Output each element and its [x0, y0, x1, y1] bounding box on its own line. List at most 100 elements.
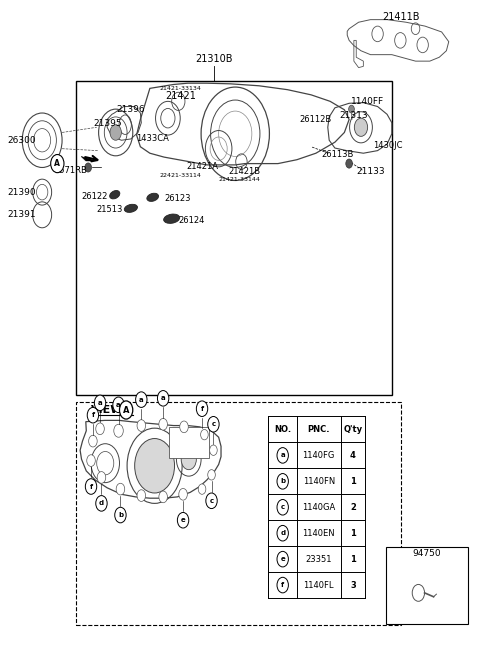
Text: 21421A: 21421A [186, 162, 218, 171]
Circle shape [96, 423, 104, 435]
Text: 1: 1 [350, 528, 356, 538]
Text: e: e [180, 517, 185, 523]
Circle shape [137, 420, 145, 432]
Text: 1140FF: 1140FF [350, 97, 384, 106]
Circle shape [135, 439, 175, 493]
Text: b: b [118, 512, 123, 518]
Circle shape [346, 159, 352, 168]
Text: A: A [54, 159, 60, 168]
Text: a: a [280, 453, 285, 458]
Circle shape [179, 489, 187, 500]
Text: f: f [201, 405, 204, 412]
Text: 21421: 21421 [165, 91, 196, 101]
Polygon shape [81, 156, 97, 161]
Text: a: a [139, 396, 144, 403]
Ellipse shape [147, 193, 158, 201]
Text: 21421-33144: 21421-33144 [218, 177, 261, 182]
Circle shape [120, 401, 133, 419]
Text: 1140FL: 1140FL [303, 581, 334, 589]
Text: 1140FN: 1140FN [302, 477, 335, 486]
Text: 26122: 26122 [82, 192, 108, 201]
Circle shape [277, 447, 288, 463]
Circle shape [277, 525, 288, 541]
Circle shape [113, 397, 124, 413]
Circle shape [354, 118, 368, 136]
Text: 23351: 23351 [305, 555, 332, 564]
Text: 21421B: 21421B [228, 167, 261, 176]
Circle shape [85, 163, 92, 172]
Text: 2: 2 [350, 503, 356, 512]
Circle shape [180, 421, 188, 433]
Text: 94750: 94750 [413, 549, 441, 559]
Circle shape [201, 430, 208, 440]
Text: b: b [280, 478, 285, 485]
Text: A: A [123, 405, 130, 415]
Text: 26113B: 26113B [322, 150, 354, 159]
Text: f: f [91, 412, 95, 418]
Text: a: a [116, 402, 121, 408]
Text: c: c [209, 498, 214, 504]
Ellipse shape [124, 204, 137, 213]
Text: 21313: 21313 [339, 111, 368, 120]
Text: 21421-33134: 21421-33134 [160, 86, 202, 91]
Circle shape [208, 417, 219, 432]
Text: 26124: 26124 [179, 216, 205, 224]
Text: 21513: 21513 [97, 205, 123, 214]
Circle shape [97, 472, 106, 483]
Circle shape [208, 470, 216, 480]
Bar [76, 80, 392, 395]
Ellipse shape [164, 214, 180, 224]
Circle shape [87, 407, 98, 423]
Circle shape [136, 392, 147, 407]
Text: 21395: 21395 [94, 119, 122, 128]
Circle shape [89, 436, 97, 447]
Circle shape [96, 496, 107, 511]
Bar [76, 402, 401, 625]
Text: f: f [281, 582, 284, 588]
Text: a: a [161, 395, 166, 402]
Text: 1: 1 [350, 477, 356, 486]
Text: d: d [280, 530, 285, 536]
Bar [386, 547, 468, 624]
Circle shape [159, 491, 168, 503]
Circle shape [95, 395, 106, 411]
Circle shape [277, 577, 288, 593]
Circle shape [110, 125, 121, 140]
Circle shape [206, 493, 217, 509]
Text: 1: 1 [350, 555, 356, 564]
Circle shape [198, 484, 206, 494]
Circle shape [137, 490, 145, 502]
Circle shape [157, 390, 169, 406]
Circle shape [348, 105, 354, 113]
Text: e: e [280, 556, 285, 562]
Text: 3: 3 [350, 581, 356, 589]
Text: VIEW: VIEW [91, 405, 123, 415]
Circle shape [116, 483, 125, 495]
Text: d: d [99, 500, 104, 506]
Circle shape [85, 479, 96, 494]
Text: a: a [98, 400, 102, 406]
Text: 21310B: 21310B [195, 54, 233, 64]
Circle shape [115, 508, 126, 523]
Circle shape [277, 500, 288, 515]
Text: 26112B: 26112B [300, 115, 332, 124]
Text: 22421-33114: 22421-33114 [160, 173, 202, 179]
Ellipse shape [109, 190, 120, 199]
Text: f: f [89, 483, 93, 489]
Circle shape [181, 449, 196, 470]
Text: c: c [211, 421, 216, 427]
Circle shape [51, 154, 64, 173]
Text: 4: 4 [350, 451, 356, 460]
Text: 1140EN: 1140EN [302, 528, 335, 538]
Text: 1433CA: 1433CA [136, 135, 168, 143]
Circle shape [196, 401, 208, 417]
Text: c: c [281, 504, 285, 510]
Text: 26123: 26123 [164, 194, 191, 203]
Text: 21390: 21390 [8, 188, 36, 197]
Circle shape [159, 419, 168, 430]
Circle shape [210, 445, 217, 455]
Text: Q'ty: Q'ty [343, 425, 362, 434]
Text: 26300: 26300 [8, 136, 36, 145]
Circle shape [87, 455, 96, 466]
Text: NO.: NO. [274, 425, 291, 434]
